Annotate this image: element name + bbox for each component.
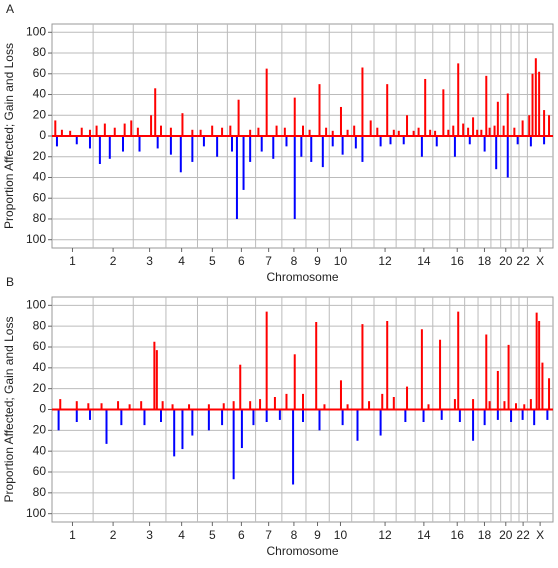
y-tick-label: 40 xyxy=(33,87,47,101)
x-tick-label: 12 xyxy=(378,254,392,268)
y-tick-label: 80 xyxy=(33,485,47,499)
x-axis-label: Chromosome xyxy=(266,270,338,284)
x-tick-label: 10 xyxy=(334,254,348,268)
x-tick-label: 1 xyxy=(69,254,76,268)
y-tick-label: 100 xyxy=(26,506,46,520)
y-tick-label: 0 xyxy=(39,402,46,416)
y-tick-label: 60 xyxy=(33,339,47,353)
x-tick-label: 4 xyxy=(178,254,185,268)
x-tick-label: 14 xyxy=(417,254,431,268)
y-tick-label: 20 xyxy=(33,149,47,163)
x-tick-label: 12 xyxy=(378,528,392,542)
x-tick-label: 3 xyxy=(146,254,153,268)
y-tick-label: 60 xyxy=(33,66,47,80)
x-tick-label: 18 xyxy=(478,254,492,268)
x-tick-label: 8 xyxy=(291,254,298,268)
y-tick-label: 100 xyxy=(26,232,46,246)
x-tick-label: 16 xyxy=(451,528,465,542)
y-axis-label: Proportion Affected; Gain and Loss xyxy=(2,43,16,229)
x-tick-label: 6 xyxy=(238,528,245,542)
x-tick-label: 2 xyxy=(110,528,117,542)
y-tick-label: 20 xyxy=(33,107,47,121)
x-tick-label: 20 xyxy=(499,254,513,268)
x-tick-label: 9 xyxy=(314,528,321,542)
panel-label: B xyxy=(6,275,14,289)
x-tick-label: X xyxy=(536,254,544,268)
x-tick-label: 7 xyxy=(265,254,272,268)
x-axis-label: Chromosome xyxy=(266,544,338,558)
y-tick-label: 80 xyxy=(33,211,47,225)
y-tick-label: 60 xyxy=(33,190,47,204)
x-tick-label: 3 xyxy=(146,528,153,542)
y-tick-label: 20 xyxy=(33,423,47,437)
y-tick-label: 100 xyxy=(26,298,46,312)
x-tick-label: 14 xyxy=(417,528,431,542)
y-tick-label: 60 xyxy=(33,464,47,478)
y-tick-label: 80 xyxy=(33,45,47,59)
x-tick-label: 1 xyxy=(69,528,76,542)
x-tick-label: 9 xyxy=(314,254,321,268)
y-tick-label: 20 xyxy=(33,381,47,395)
x-tick-label: 5 xyxy=(209,254,216,268)
x-tick-label: 2 xyxy=(110,254,117,268)
y-tick-label: 40 xyxy=(33,443,47,457)
x-tick-label: 8 xyxy=(291,528,298,542)
x-tick-label: 16 xyxy=(451,254,465,268)
y-tick-label: 100 xyxy=(26,24,46,38)
x-tick-label: 6 xyxy=(238,254,245,268)
x-tick-label: 22 xyxy=(516,528,530,542)
y-tick-label: 40 xyxy=(33,360,47,374)
y-tick-label: 0 xyxy=(39,128,46,142)
x-tick-label: 4 xyxy=(178,528,185,542)
x-tick-label: 22 xyxy=(516,254,530,268)
y-tick-label: 80 xyxy=(33,318,47,332)
y-tick-label: 40 xyxy=(33,170,47,184)
x-tick-label: 20 xyxy=(499,528,513,542)
x-tick-label: 5 xyxy=(209,528,216,542)
x-tick-label: 7 xyxy=(265,528,272,542)
panel-label: A xyxy=(6,2,14,16)
y-axis-label: Proportion Affected; Gain and Loss xyxy=(2,317,16,503)
x-tick-label: X xyxy=(536,528,544,542)
x-tick-label: 18 xyxy=(478,528,492,542)
x-tick-label: 10 xyxy=(334,528,348,542)
